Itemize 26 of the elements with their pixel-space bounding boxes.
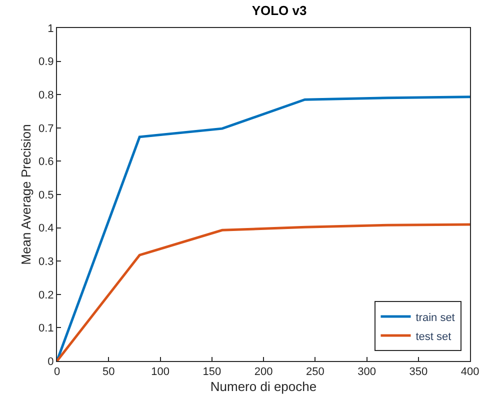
y-tick-label: 0.4 <box>38 222 54 235</box>
x-axis-title: Numero di epoche <box>210 378 317 394</box>
legend-label: test set <box>416 330 452 343</box>
y-tick-label: 0.1 <box>38 322 54 335</box>
x-tick-label: 100 <box>151 366 170 378</box>
legend-label: train set <box>416 312 455 324</box>
line-series <box>57 223 470 361</box>
y-tick-label: 0.3 <box>38 256 54 268</box>
y-tick-label: 0.8 <box>38 89 54 102</box>
x-tick-label: 200 <box>254 366 273 378</box>
y-tick-label: 0.9 <box>38 56 54 68</box>
x-tick-label: 50 <box>102 366 115 378</box>
y-tick-label: 0.5 <box>38 189 54 202</box>
x-tick-label: 400 <box>460 366 480 378</box>
x-tick-label: 350 <box>409 366 428 378</box>
y-tick-label: 0 <box>48 356 54 368</box>
x-tick-label: 300 <box>358 366 376 378</box>
y-axis-title: Mean Average Precision <box>18 124 34 265</box>
y-tick-label: 1 <box>48 22 54 35</box>
y-tick-label: 0.2 <box>38 289 54 302</box>
x-tick-label: 150 <box>202 366 222 378</box>
y-tick-label: 0.6 <box>38 156 54 168</box>
x-tick-label: 250 <box>306 366 324 378</box>
line-series <box>57 96 470 361</box>
y-tick-label: 0.7 <box>38 122 54 135</box>
chart-title: YOLO v3 <box>252 3 307 18</box>
